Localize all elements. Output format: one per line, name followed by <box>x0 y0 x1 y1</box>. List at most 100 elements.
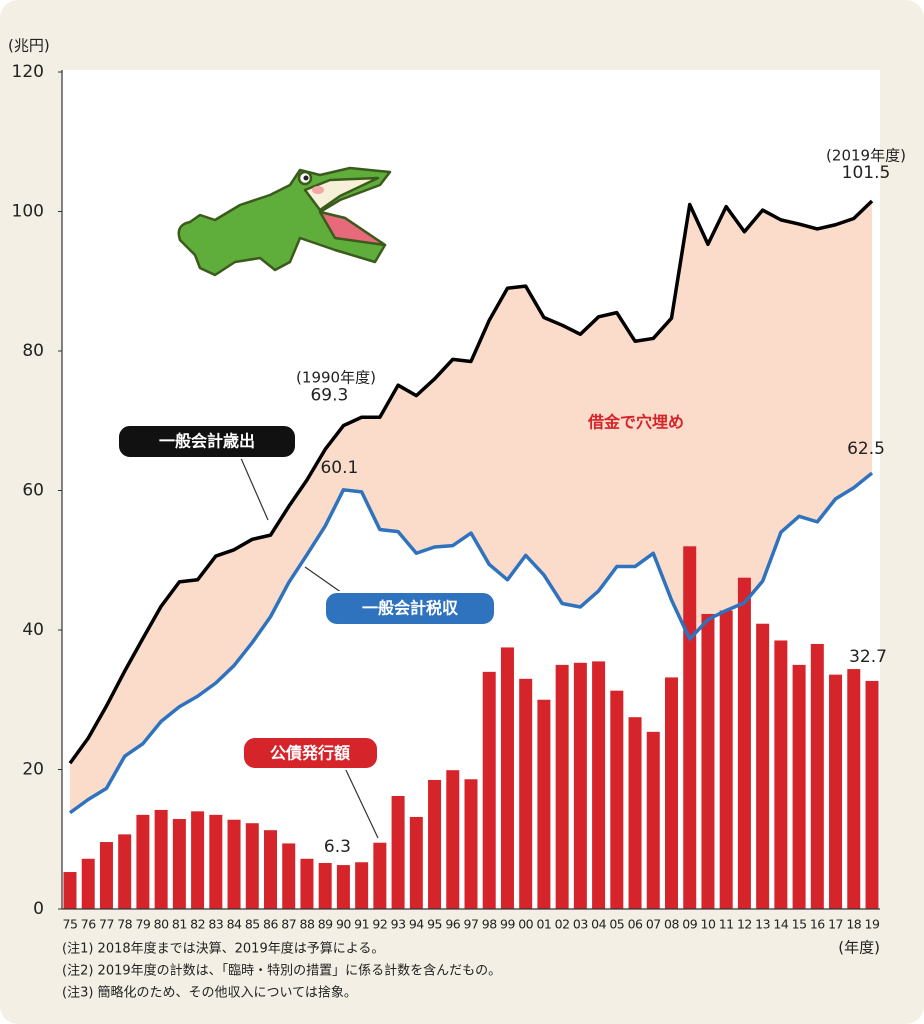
x-tick-label: 02 <box>555 917 570 932</box>
bar <box>810 643 824 909</box>
label-box <box>242 736 379 770</box>
bar <box>209 814 223 909</box>
y-tick-label: 20 <box>22 760 44 780</box>
data-label: 32.7 <box>849 647 887 667</box>
x-tick-label: 77 <box>99 917 114 932</box>
x-tick-label: 13 <box>755 917 770 932</box>
bar <box>737 577 751 909</box>
bar <box>628 717 642 909</box>
leader <box>344 767 379 839</box>
data-label: 69.3 <box>310 386 348 406</box>
gap-area <box>70 201 872 813</box>
bar <box>99 842 113 909</box>
x-tick-label: 82 <box>190 917 205 932</box>
x-tick-label: 06 <box>628 917 643 932</box>
bar <box>592 661 606 909</box>
bar <box>719 610 733 909</box>
bar <box>282 843 296 909</box>
label-box <box>324 591 496 626</box>
bar <box>464 779 478 909</box>
bar <box>792 664 806 909</box>
x-tick-label: 09 <box>682 917 697 932</box>
x-tick-label: 17 <box>828 917 843 932</box>
x-tick-label: 08 <box>664 917 679 932</box>
x-tick-label: 04 <box>591 917 606 932</box>
line <box>68 471 874 815</box>
data-label: 6.3 <box>324 837 351 857</box>
bar <box>865 680 879 909</box>
y-tick-label: 80 <box>22 341 44 361</box>
legend-label: 公債発行額 <box>270 744 350 763</box>
data-label: 101.5 <box>842 163 891 183</box>
x-tick-label: 97 <box>464 917 479 932</box>
bar <box>245 823 259 909</box>
bar <box>847 669 861 909</box>
label-box <box>117 424 297 459</box>
y-unit: (兆円) <box>8 37 50 55</box>
x-tick-label: 96 <box>445 917 460 932</box>
leader <box>239 455 269 521</box>
bar <box>63 872 77 909</box>
x-tick-label: 91 <box>354 917 369 932</box>
x-tick-label: 92 <box>372 917 387 932</box>
bar <box>136 814 150 909</box>
bar <box>300 858 314 909</box>
bar <box>701 613 715 909</box>
bar <box>227 819 241 909</box>
bar <box>373 842 387 909</box>
x-tick-label: 84 <box>227 917 242 932</box>
x-tick-label: 89 <box>318 917 333 932</box>
x-tick-label: 94 <box>409 917 424 932</box>
bar <box>537 699 551 909</box>
x-tick-label: 93 <box>391 917 406 932</box>
bar <box>482 671 496 909</box>
x-tick-label: 76 <box>81 917 96 932</box>
annotation: (1990年度) <box>296 369 376 387</box>
x-tick-label: 88 <box>300 917 315 932</box>
x-tick-label: 99 <box>500 917 515 932</box>
x-tick-label: 10 <box>701 917 716 932</box>
bar <box>665 677 678 909</box>
x-tick-label: 80 <box>154 917 169 932</box>
bar <box>573 662 587 909</box>
x-tick-label: 12 <box>737 917 752 932</box>
gap-label: 借金で穴埋め <box>587 413 684 432</box>
x-tick-label: 78 <box>117 917 132 932</box>
bar <box>191 811 205 909</box>
x-tick-label: 03 <box>573 917 588 932</box>
x-unit: (年度) <box>838 939 880 957</box>
note: (注1) 2018年度までは決算、2019年度は予算による。 <box>62 941 384 957</box>
x-tick-label: 01 <box>536 917 551 932</box>
bar <box>519 678 533 909</box>
y-tick-label: 0 <box>33 899 44 919</box>
legend-label: 一般会計税収 <box>362 599 459 618</box>
line <box>68 199 874 765</box>
legend-label: 一般会計歳出 <box>159 432 255 451</box>
bar <box>646 731 660 909</box>
bar <box>446 770 460 909</box>
x-tick-label: 16 <box>810 917 825 932</box>
bar <box>355 862 369 909</box>
line-layer <box>68 199 874 815</box>
bar <box>829 674 843 909</box>
area-layer <box>70 201 872 813</box>
x-tick-label: 85 <box>245 917 260 932</box>
crocodile-illustration <box>177 166 392 277</box>
data-label: 60.1 <box>320 458 358 478</box>
bar <box>81 858 95 909</box>
x-tick-label: 98 <box>482 917 497 932</box>
y-tick-label: 100 <box>12 202 44 222</box>
x-tick-label: 75 <box>63 917 78 932</box>
bar <box>610 690 624 909</box>
bar <box>555 664 569 909</box>
x-tick-label: 15 <box>792 917 807 932</box>
x-tick-label: 79 <box>135 917 150 932</box>
bar <box>391 796 405 909</box>
note: (注3) 簡略化のため、その他収入については捨象。 <box>62 985 357 1001</box>
bar <box>683 546 697 909</box>
y-tick-label: 120 <box>12 62 44 82</box>
x-tick-label: 95 <box>427 917 442 932</box>
note: (注2) 2019年度の計数は、「臨時・特別の措置」に係る計数を含んだもの。 <box>62 963 501 979</box>
x-tick-label: 14 <box>773 917 788 932</box>
